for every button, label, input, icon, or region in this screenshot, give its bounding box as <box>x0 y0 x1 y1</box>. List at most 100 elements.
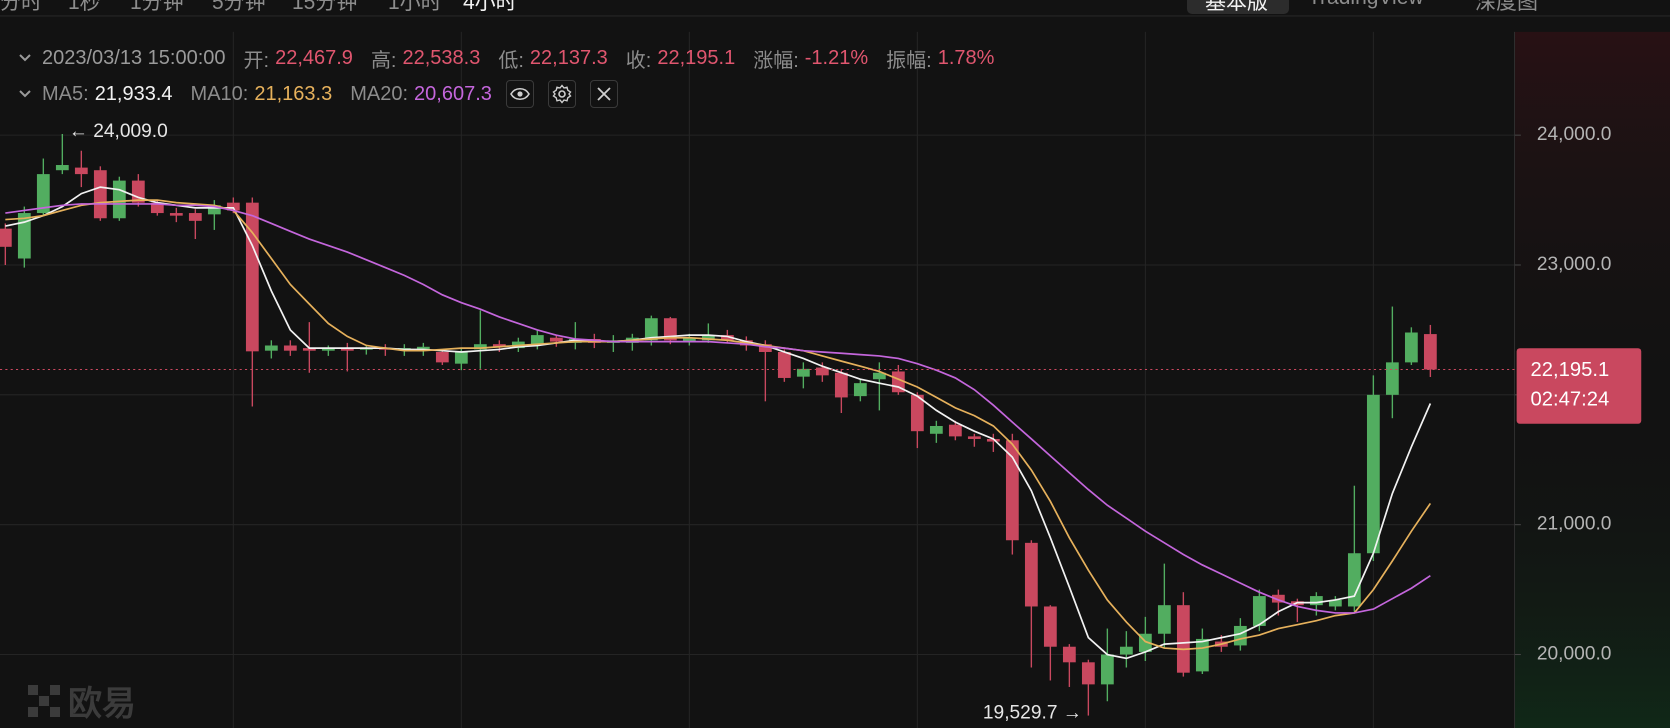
low-marker: 19,529.7 → <box>983 703 1082 724</box>
y-tick-label: 24,000.0 <box>1537 124 1612 145</box>
candle-body <box>1328 599 1342 607</box>
countdown: 02:47:24 <box>1530 389 1609 411</box>
candle-body <box>758 344 772 352</box>
close-button[interactable] <box>589 80 618 108</box>
collapse-icon[interactable] <box>18 89 32 99</box>
candle-body <box>1347 553 1361 607</box>
field-label: 高: <box>370 49 397 72</box>
candle-body <box>644 318 658 341</box>
y-tick-label: 20,000.0 <box>1537 644 1612 665</box>
candle-body <box>872 372 886 380</box>
legend-name: MA20: <box>350 82 409 105</box>
interval-tab[interactable]: 分时 <box>0 0 42 14</box>
ma-line <box>5 203 1431 614</box>
last-price-box <box>1516 348 1642 424</box>
candle-body <box>74 167 88 175</box>
candle-body <box>0 228 12 247</box>
view-tab[interactable]: 基本版 <box>1205 0 1268 14</box>
candle-body <box>701 335 715 341</box>
candle-body <box>549 337 563 342</box>
candle-body <box>131 180 145 203</box>
candle-body <box>682 337 696 342</box>
candle-body <box>169 213 183 216</box>
candle-body <box>1081 662 1095 685</box>
candle-body <box>1271 594 1285 603</box>
field-label: 振幅: <box>886 49 932 72</box>
candle-body <box>245 202 259 352</box>
candle-body <box>777 351 791 378</box>
candle-body <box>853 383 867 397</box>
field-value: 1.78% <box>937 46 995 69</box>
candle-body <box>1176 605 1190 673</box>
candle-body <box>150 202 164 214</box>
ma-line <box>5 199 1432 651</box>
ma-line <box>5 186 1432 660</box>
high-marker: ← 24,009.0 <box>69 121 168 142</box>
candle-body <box>55 165 69 171</box>
visibility-button[interactable] <box>505 80 534 108</box>
candle-body <box>815 367 829 376</box>
candle-body <box>1157 605 1171 634</box>
candle-body <box>530 335 544 345</box>
legend-value: 20,607.3 <box>414 82 492 105</box>
candle-body <box>1005 440 1019 541</box>
legend-name: MA5: <box>42 82 89 105</box>
legend-name: MA10: <box>190 82 249 105</box>
candle-body <box>1233 625 1247 646</box>
field-value: 22,137.3 <box>529 46 608 69</box>
settings-button[interactable] <box>547 80 576 108</box>
interval-tab[interactable]: 1小时 <box>388 0 442 14</box>
interval-tab[interactable]: 4小时 <box>463 0 517 14</box>
field-label: 低: <box>498 49 524 72</box>
candle-body <box>112 180 126 219</box>
grid <box>0 31 1521 728</box>
field-label: 开: <box>243 49 270 72</box>
ma-legend: MA5: 21,933.4 MA10: 21,163.3 MA20: 20,607.3 <box>18 80 618 108</box>
interval-tab[interactable]: 1秒 <box>68 0 101 14</box>
logo-text: 欧易 <box>68 685 136 723</box>
candle-body <box>302 348 316 351</box>
ohlc-legend: 2023/03/13 15:00:00 开: 22,467.9 高: 22,538.… <box>18 44 994 72</box>
candle-body <box>1024 542 1038 607</box>
logo-icon <box>28 684 60 717</box>
candle-body <box>1195 638 1209 672</box>
bar-time: 2023/03/13 15:00:00 <box>42 46 226 69</box>
legend-value: 21,163.3 <box>254 82 333 105</box>
candle-body <box>1043 606 1057 647</box>
candle-body <box>834 372 848 398</box>
candle-body <box>454 351 468 364</box>
view-tab[interactable]: 深度图 <box>1475 0 1538 14</box>
candle-body <box>435 351 449 363</box>
candle-body <box>796 368 810 377</box>
legend-value: 21,933.4 <box>94 82 173 105</box>
candle-body <box>36 174 50 214</box>
candle-body <box>986 438 1000 442</box>
candle-body <box>321 348 335 351</box>
candle-body <box>948 424 962 437</box>
candle-body <box>1366 394 1380 554</box>
labels: 20,000.021,000.022,000.023,000.024,000.0… <box>0 121 1642 724</box>
interval-tab[interactable]: 5分钟 <box>212 0 266 14</box>
ma-lines <box>5 186 1432 660</box>
field-value: -1.21% <box>804 46 869 69</box>
field-value: 22,195.1 <box>657 46 736 69</box>
candle-body <box>1423 334 1437 370</box>
candle-body <box>1100 654 1114 685</box>
candles <box>0 133 1437 716</box>
candle-body <box>340 348 354 351</box>
interval-tab[interactable]: 15分钟 <box>292 0 358 14</box>
candle-body <box>93 170 107 219</box>
candle-body <box>1385 362 1399 395</box>
interval-tab[interactable]: 1分钟 <box>130 0 184 14</box>
collapse-icon[interactable] <box>18 53 32 63</box>
field-label: 收: <box>625 49 652 72</box>
view-tab-active[interactable] <box>1187 0 1289 14</box>
candle-body <box>910 394 924 432</box>
candle-body <box>967 436 981 439</box>
field-label: 涨幅: <box>753 49 799 72</box>
field-value: 22,538.3 <box>402 46 481 69</box>
view-tab[interactable]: TradingView <box>1308 0 1424 10</box>
